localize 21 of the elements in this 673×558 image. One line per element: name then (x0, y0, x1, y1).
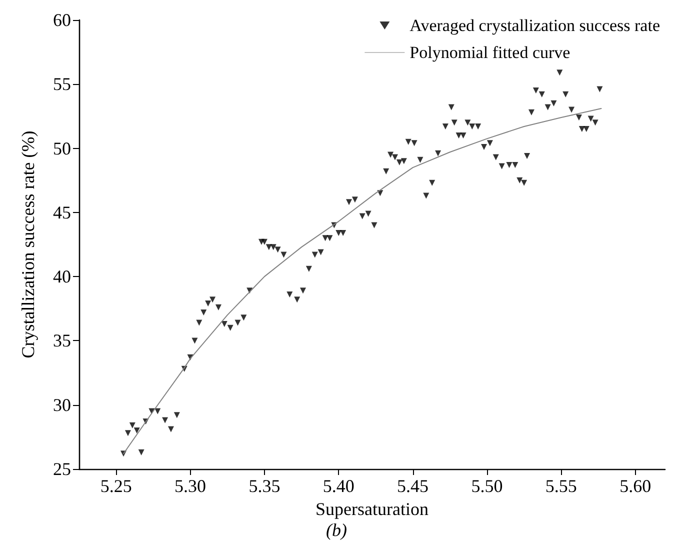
x-tick-label: 5.55 (545, 476, 577, 496)
y-tick-label: 45 (53, 202, 71, 222)
x-tick-label: 5.45 (397, 476, 429, 496)
x-tick-label: 5.25 (100, 476, 132, 496)
y-tick-label: 25 (53, 459, 71, 479)
y-tick-label: 40 (53, 266, 71, 287)
x-tick-label: 5.35 (248, 476, 280, 496)
x-tick-label: 5.40 (322, 476, 354, 496)
x-axis-title: Supersaturation (316, 498, 428, 519)
legend-label: Averaged crystallization success rate (410, 16, 660, 35)
y-tick-label: 30 (53, 394, 71, 415)
y-axis-title: Crystallization success rate (%) (18, 130, 38, 358)
y-tick-label: 55 (53, 74, 71, 94)
x-tick-label: 5.60 (620, 476, 652, 496)
y-tick-label: 35 (53, 330, 71, 351)
x-tick-label: 5.50 (471, 476, 503, 496)
legend-label: Polynomial fitted curve (410, 43, 570, 62)
y-tick-label: 60 (53, 10, 71, 30)
x-tick-label: 5.30 (174, 476, 206, 496)
y-tick-label: 50 (53, 138, 71, 158)
text: (b) (326, 520, 348, 540)
